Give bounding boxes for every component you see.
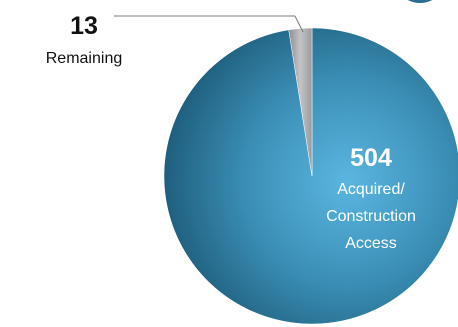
main-slice-label-line-1: Acquired/: [337, 181, 405, 198]
main-slice-label-line-2: Construction: [326, 208, 416, 225]
main-slice-label-line-3: Access: [345, 235, 397, 252]
small-slice-label: Remaining: [46, 50, 122, 67]
decorative-top-shape: [407, 0, 433, 3]
pie-slices: [163, 27, 458, 325]
pie-slice-remaining: [288, 27, 313, 177]
pie-slice-acquired: [163, 27, 458, 325]
leader-line-remaining-drop: [294, 15, 304, 33]
small-slice-value: 13: [70, 12, 98, 40]
main-slice-value: 504: [350, 144, 392, 172]
